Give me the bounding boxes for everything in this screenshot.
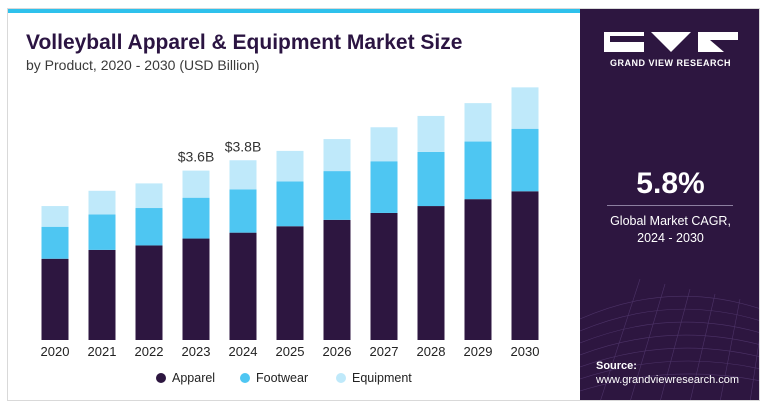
cagr-label: Global Market CAGR, 2024 - 2030 (580, 213, 759, 247)
bar-equipment-2030 (511, 87, 539, 129)
x-tick-label: 2020 (41, 344, 70, 359)
chart-title: Volleyball Apparel & Equipment Market Si… (26, 31, 463, 54)
legend-label-apparel: Apparel (172, 371, 215, 385)
bar-equipment-2021 (88, 190, 116, 215)
bar-footwear-2030 (511, 128, 539, 192)
bar-footwear-2027 (370, 161, 398, 213)
bar-apparel-2022 (135, 245, 163, 340)
x-tick-label: 2024 (229, 344, 258, 359)
bar-apparel-2020 (41, 258, 69, 340)
bar-apparel-2027 (370, 212, 398, 340)
legend-label-footwear: Footwear (256, 371, 308, 385)
legend-swatch-equipment (336, 373, 346, 383)
bar-footwear-2020 (41, 226, 69, 259)
bar-equipment-2020 (41, 206, 69, 227)
data-label-2023: $3.6B (178, 149, 215, 165)
bar-apparel-2025 (276, 226, 304, 340)
x-tick-label: 2023 (182, 344, 211, 359)
bar-apparel-2024 (229, 232, 257, 340)
bar-footwear-2021 (88, 214, 116, 250)
legend-swatch-footwear (240, 373, 250, 383)
bar-equipment-2023 (182, 170, 210, 198)
bar-apparel-2023 (182, 238, 210, 340)
x-tick-label: 2027 (370, 344, 399, 359)
bar-equipment-2027 (370, 127, 398, 162)
x-tick-label: 2026 (323, 344, 352, 359)
x-tick-label: 2025 (276, 344, 305, 359)
cagr-label-line1: Global Market CAGR, (610, 214, 731, 228)
data-label-2024: $3.8B (225, 138, 262, 154)
accent-bar (8, 9, 580, 13)
x-tick-label: 2022 (135, 344, 164, 359)
bar-footwear-2024 (229, 189, 257, 233)
x-tick-label: 2028 (417, 344, 446, 359)
divider (607, 205, 733, 206)
legend-swatch-apparel (156, 373, 166, 383)
bar-apparel-2029 (464, 199, 492, 340)
cagr-label-line2: 2024 - 2030 (637, 231, 704, 245)
bar-footwear-2026 (323, 171, 351, 220)
legend-label-equipment: Equipment (352, 371, 412, 385)
sidebar-panel: GRAND VIEW RESEARCH 5.8% Global Market C… (580, 9, 759, 400)
bar-footwear-2029 (464, 141, 492, 200)
brand-name: GRAND VIEW RESEARCH (609, 58, 731, 68)
bar-equipment-2024 (229, 160, 257, 190)
x-tick-label: 2029 (464, 344, 493, 359)
bar-apparel-2030 (511, 191, 539, 340)
source-note: Source: www.grandviewresearch.com (596, 359, 739, 387)
bar-footwear-2025 (276, 181, 304, 227)
bar-equipment-2022 (135, 183, 163, 209)
chart-card: Volleyball Apparel & Equipment Market Si… (7, 8, 760, 401)
bar-equipment-2026 (323, 139, 351, 172)
chart-subtitle: by Product, 2020 - 2030 (USD Billion) (26, 57, 260, 73)
decorative-mesh-icon (580, 278, 759, 400)
x-tick-label: 2030 (511, 344, 540, 359)
bar-footwear-2023 (182, 197, 210, 239)
bar-apparel-2026 (323, 219, 351, 340)
source-label: Source: (596, 360, 637, 372)
bar-apparel-2021 (88, 249, 116, 340)
source-url[interactable]: www.grandviewresearch.com (596, 374, 740, 386)
cagr-value: 5.8% (636, 167, 705, 200)
bar-apparel-2028 (417, 206, 445, 340)
bar-equipment-2029 (464, 103, 492, 142)
bar-equipment-2028 (417, 115, 445, 152)
bar-footwear-2022 (135, 208, 163, 246)
bar-footwear-2028 (417, 151, 445, 207)
x-tick-label: 2021 (88, 344, 117, 359)
brand-logo-icon (604, 32, 738, 52)
bar-equipment-2025 (276, 150, 304, 182)
stacked-bar-chart: 2020 2021 2022 2023 2024 2025 2026 2027 2028 2029… (41, 87, 540, 385)
